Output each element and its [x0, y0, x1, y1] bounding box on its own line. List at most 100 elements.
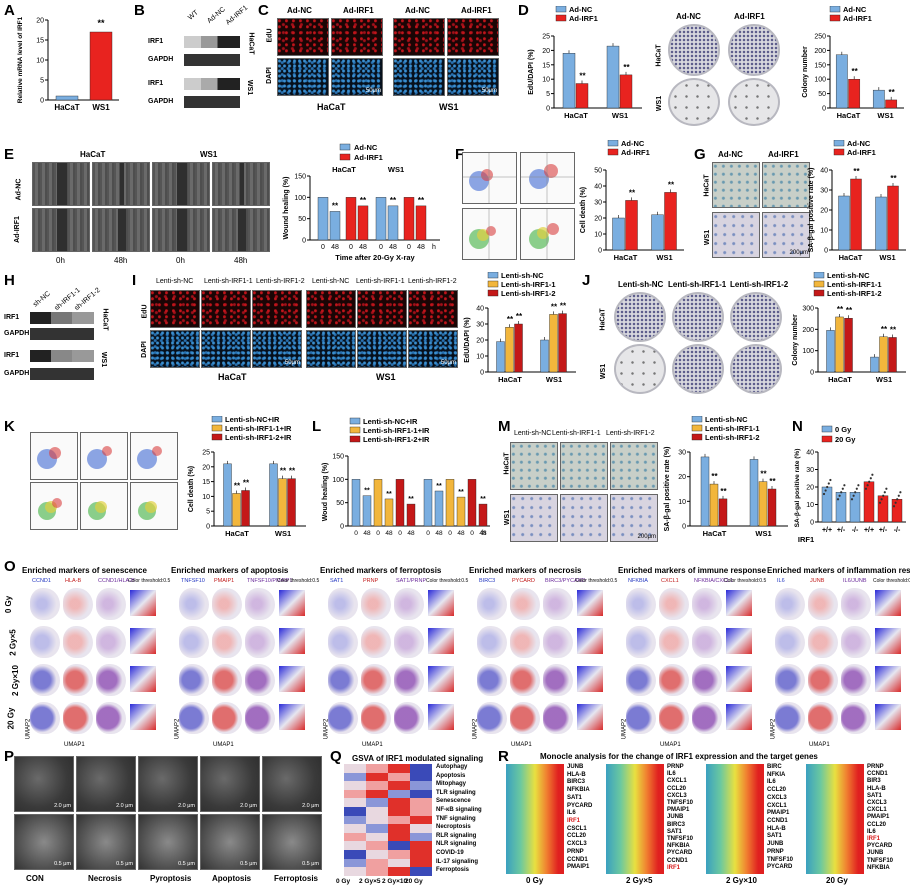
col-label: Ad-NC	[676, 12, 701, 21]
legend-label: 20 Gy	[835, 435, 856, 444]
scratch-image	[32, 208, 90, 252]
gene-label: CSCL1	[567, 825, 587, 832]
legend-label: Lenti-sh-NC	[827, 272, 870, 280]
y-tick-label: 250	[814, 34, 826, 41]
col-label: Ad-NC	[405, 6, 430, 15]
betagal-image	[560, 442, 608, 490]
gene-label: PMAIP1	[214, 578, 235, 584]
group-label: WS1	[388, 165, 404, 174]
col-label: Ad-IRF1	[343, 6, 374, 15]
umap-plot	[245, 588, 275, 620]
marker-group-title: Enriched markers of necrosis	[469, 566, 582, 575]
panel-label-m: M	[498, 418, 511, 435]
x-tick-label: 48	[417, 244, 425, 251]
color-threshold-square	[130, 628, 156, 654]
heatmap-cell	[344, 867, 366, 876]
dose-label: 2 Gy×5	[8, 629, 18, 656]
blot-band	[30, 368, 94, 380]
gene-label: JUNB	[567, 764, 584, 770]
gene-label: JUNB	[767, 841, 784, 848]
bar	[821, 486, 833, 523]
colony-dish	[728, 78, 780, 126]
y-tick-label: 40	[820, 168, 828, 175]
betagal-image	[712, 162, 760, 208]
y-tick-label: 200	[802, 327, 814, 334]
umap-panel-o: Enriched markers of senescence CCND1 HLA-B…	[4, 566, 910, 754]
significance-mark: **	[280, 467, 287, 476]
y-tick-label: 30	[820, 188, 828, 195]
edu-image	[277, 18, 329, 56]
color-threshold-square	[726, 704, 752, 730]
gene-label: NFKBIA	[667, 843, 690, 850]
colony-dish	[730, 344, 782, 394]
bar	[844, 318, 853, 373]
significance-mark: **	[418, 196, 425, 205]
data-point	[840, 491, 843, 494]
col-label: Ad-NC	[287, 6, 312, 15]
gene-label: SAT1/PRNP	[396, 578, 427, 584]
scale-bar-label: 2.0 μm	[178, 803, 195, 809]
bar	[387, 205, 399, 241]
umap-plot	[328, 588, 358, 620]
data-point	[857, 484, 860, 487]
data-point	[824, 489, 827, 492]
legend-label: Ad-NC	[843, 6, 867, 14]
heatmap-row-label: Autophagy	[436, 764, 468, 770]
data-point	[871, 473, 874, 476]
gene-label: CCND1	[667, 857, 688, 864]
col-label: Lenti-sh-NC	[514, 430, 552, 437]
heatmap-cell	[410, 858, 432, 868]
bar	[478, 503, 488, 527]
dapi-image	[277, 58, 329, 96]
gene-label: PMAIP1	[767, 810, 790, 817]
umap-plot	[543, 626, 573, 658]
flow-plot	[80, 482, 128, 530]
legend-label: Ad-IRF1	[354, 153, 383, 162]
betagal-image: 200μm	[762, 212, 810, 258]
y-tick-label: 0	[480, 370, 484, 377]
flow-plot	[130, 432, 178, 480]
flow-plot	[520, 208, 575, 260]
significance-mark: **	[289, 467, 296, 476]
heatmap-cell	[366, 867, 388, 876]
y-tick-label: 30	[806, 467, 814, 474]
flow-plots-k	[30, 432, 180, 532]
blot-band	[30, 350, 94, 362]
cell-label: WS1	[100, 351, 108, 368]
threshold-label: Color threshold:0.5	[277, 578, 320, 584]
cell-label: WS1	[200, 150, 218, 159]
bar	[232, 493, 241, 527]
data-point	[885, 487, 888, 490]
bar	[838, 195, 850, 251]
gene-label: CCL20	[867, 821, 887, 828]
blot-band	[30, 312, 94, 324]
row-label: DAPI	[140, 341, 148, 358]
col-label: Ad-IRF1	[768, 150, 799, 159]
panel-label-e: E	[4, 146, 15, 163]
em-image: 0.5 μm	[14, 814, 74, 870]
color-threshold-square	[279, 704, 305, 730]
category-label: HaCaT	[837, 111, 861, 120]
cell-label: HaCaT	[247, 32, 255, 55]
gene-label: BIRC3	[479, 578, 496, 584]
x-tick-label: 0	[376, 530, 380, 537]
umap-axis-label: UMAP1	[511, 742, 532, 748]
legend-swatch	[211, 416, 223, 423]
heatmap-row-label: TNF signaling	[436, 815, 476, 822]
category-label: WS1	[656, 253, 672, 262]
x-tick-label: 0	[426, 530, 430, 537]
category-label: WS1	[755, 529, 771, 538]
x-tick-label: +/-	[837, 527, 846, 534]
gene-label: IL6	[567, 810, 576, 817]
row-label: GAPDH	[4, 370, 30, 377]
significance-mark: **	[458, 489, 464, 496]
heatmap-cell	[344, 815, 366, 825]
em-image: 0.5 μm	[76, 814, 136, 870]
heatmap-cell	[410, 841, 432, 850]
col-label: Lenti-sh-IRF1-1	[552, 430, 601, 437]
heatmap-cell	[388, 850, 410, 859]
gene-label: BIRC3/PYCARD	[545, 578, 586, 584]
umap-plot	[179, 702, 209, 734]
monocle-panel-r: JUNB HLA-B BIRC3 NFKBIA SAT1 PYCARD IL6 IRF1 CSC…	[506, 762, 910, 888]
